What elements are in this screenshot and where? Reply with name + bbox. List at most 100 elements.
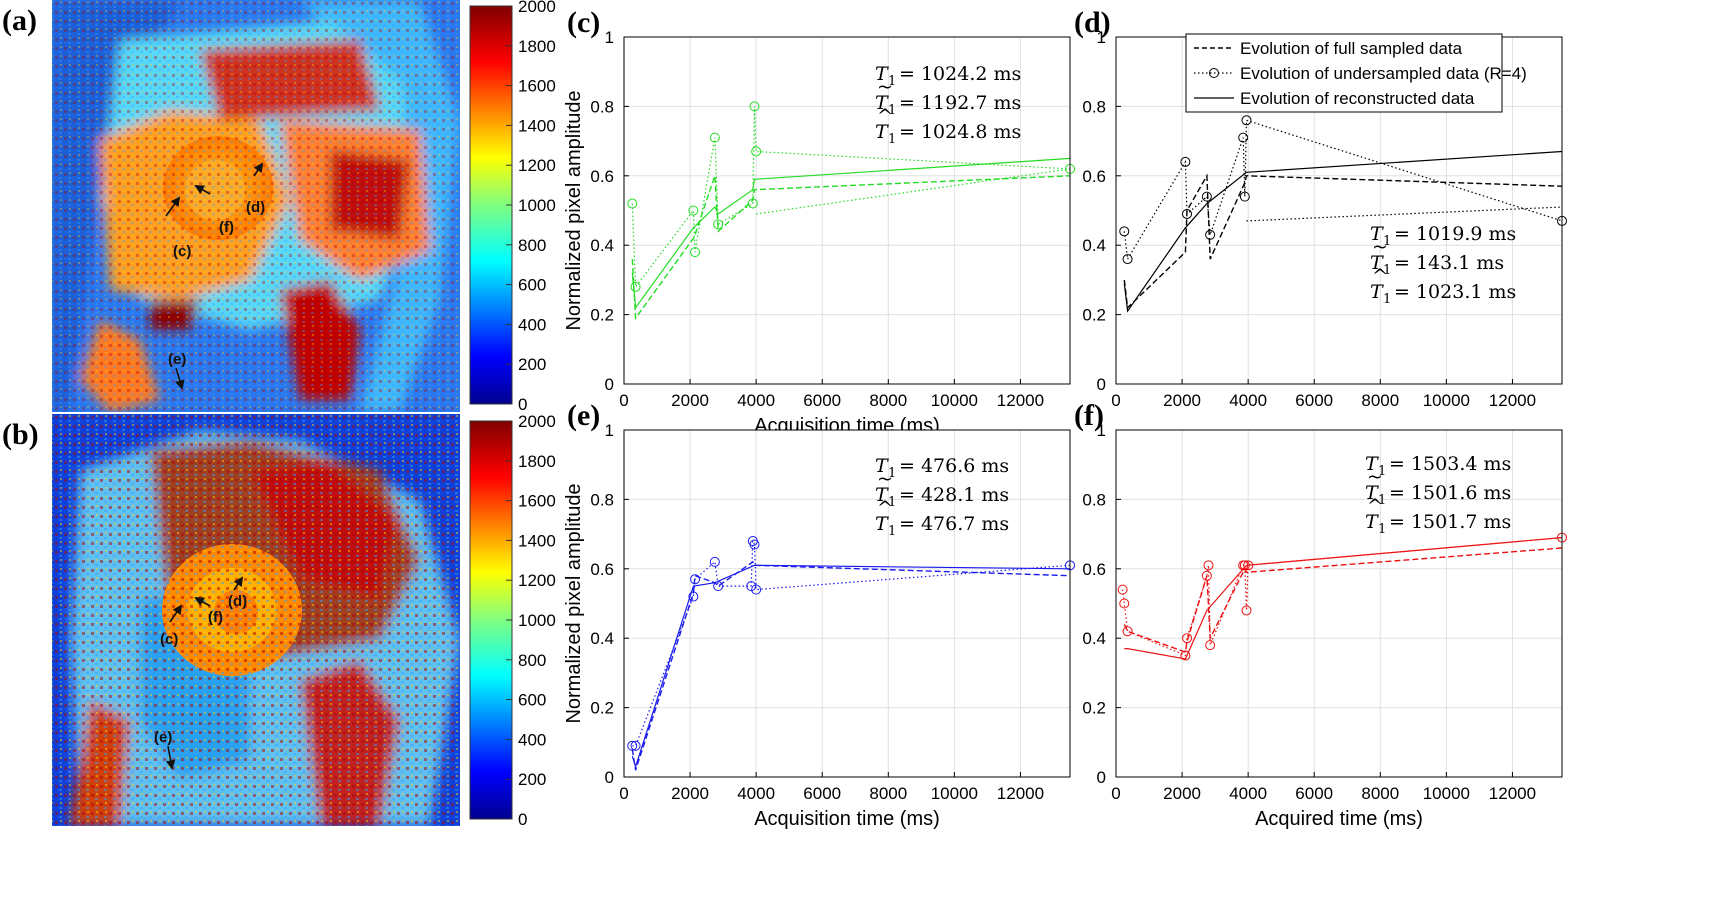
- annotation-subscript: 1: [1378, 464, 1386, 479]
- colorbar-tick-label: 1000: [518, 611, 556, 630]
- annotation-subscript: 1: [1383, 234, 1391, 249]
- colorbar-tick-label: 1200: [518, 571, 556, 590]
- y-tick-label: 0.6: [1082, 167, 1106, 186]
- y-tick-label: 0.4: [590, 629, 614, 648]
- series-under-point: [630, 281, 641, 292]
- x-tick-label: 4000: [1229, 391, 1267, 410]
- colorbar-tick-label: 400: [518, 730, 546, 749]
- series-under-point: [747, 198, 758, 209]
- x-tick-label: 10000: [931, 784, 978, 803]
- axes-frame: [623, 36, 1071, 385]
- series-under-point: [1201, 191, 1212, 202]
- series-under-point: [627, 740, 638, 751]
- map-b-label-c: (c): [160, 631, 178, 648]
- series-under-point: [1180, 156, 1191, 167]
- annotation-value: = 143.1 ms: [1394, 252, 1504, 274]
- annotation-subscript: 1: [888, 132, 896, 147]
- series-under-point: [1205, 229, 1216, 240]
- annotation-subscript: 1: [1383, 263, 1391, 278]
- series-under-point: [1203, 560, 1214, 571]
- y-tick-label: 0.8: [590, 97, 614, 116]
- legend-full-label: Evolution of full sampled data: [1240, 39, 1463, 58]
- axes-frame: [623, 429, 1071, 778]
- panel-letter: (c): [567, 6, 600, 39]
- x-tick-label: 10000: [1423, 784, 1470, 803]
- annotation-subscript: 1: [888, 103, 896, 118]
- series-under-line: [1123, 119, 1563, 261]
- map-b-label-e: (e): [154, 729, 172, 746]
- map-b-label-f: (f): [208, 609, 223, 626]
- x-tick-label: 4000: [737, 784, 775, 803]
- map-a-label-d: (d): [246, 199, 265, 216]
- annotation-t1-tilde: T: [1370, 252, 1384, 274]
- panel-letter: (d): [1074, 6, 1111, 39]
- y-tick-label: 1: [605, 28, 614, 47]
- x-tick-label: 4000: [1229, 784, 1267, 803]
- x-tick-label: 4000: [737, 391, 775, 410]
- series-under-point: [1117, 584, 1128, 595]
- y-tick-label: 0: [605, 768, 614, 787]
- series-under-point: [1205, 640, 1216, 651]
- x-tick-label: 10000: [1423, 391, 1470, 410]
- colorbar-tick-label: 600: [518, 276, 546, 295]
- series-under-line: [631, 106, 1071, 289]
- annotation-value: = 1019.9 ms: [1394, 223, 1516, 245]
- panel-letter-a: (a): [2, 4, 37, 37]
- annotation-subscript: 1: [888, 466, 896, 481]
- colorbar-tick-label: 0: [518, 810, 527, 829]
- annotation-t1-hat: T: [1370, 281, 1384, 303]
- y-tick-label: 0.4: [1082, 629, 1106, 648]
- map-a-label-c: (c): [173, 243, 191, 260]
- x-tick-label: 2000: [671, 784, 709, 803]
- series-under-point: [709, 556, 720, 567]
- annotation-t1-tilde: T: [875, 92, 889, 114]
- annotation-t1: T: [875, 63, 889, 85]
- annotation-t1-hat: T: [875, 121, 889, 143]
- x-tick-label: 12000: [997, 391, 1044, 410]
- x-tick-label: 6000: [1295, 784, 1333, 803]
- colorbar-tick-label: 800: [518, 236, 546, 255]
- x-tick-label: 0: [1111, 784, 1120, 803]
- series-under-point: [688, 591, 699, 602]
- x-tick-label: 12000: [1489, 784, 1536, 803]
- annotation-accent: ~: [877, 76, 893, 98]
- series-under-tail-line: [756, 168, 1071, 215]
- series-full-line: [1123, 173, 1563, 310]
- colorbar-tick-label: 1600: [518, 77, 556, 96]
- colorbar-tick-label: 200: [518, 770, 546, 789]
- colorbar-tick-label: 1800: [518, 452, 556, 471]
- annotation-subscript: 1: [1378, 522, 1386, 537]
- series-full-line: [1123, 547, 1563, 654]
- annotation-accent: ~: [1367, 466, 1383, 488]
- annotation-value: = 1023.1 ms: [1394, 281, 1516, 303]
- y-tick-label: 0: [605, 375, 614, 394]
- colorbar-tick-label: 0: [518, 395, 527, 414]
- colorbar-tick-label: 1600: [518, 492, 556, 511]
- annotation-t1-hat: T: [875, 513, 889, 535]
- x-axis-label: Acquisition time (ms): [754, 808, 940, 830]
- x-tick-label: 6000: [803, 391, 841, 410]
- panel-letter-b: (b): [2, 418, 39, 451]
- series-under-point: [1119, 226, 1130, 237]
- y-tick-label: 0.8: [1082, 490, 1106, 509]
- series-under-point: [713, 219, 724, 230]
- series-recon-line: [1123, 150, 1563, 313]
- annotation-t1: T: [1370, 223, 1384, 245]
- series-under-point: [627, 198, 638, 209]
- plot-area: [624, 37, 1070, 384]
- axes-frame: [1115, 429, 1563, 778]
- series-under-point: [1182, 208, 1193, 219]
- legend-recon-label: Evolution of reconstructed data: [1240, 89, 1475, 108]
- y-tick-label: 0.2: [1082, 306, 1106, 325]
- y-tick-label: 1: [1097, 28, 1106, 47]
- y-tick-label: 1: [1097, 421, 1106, 440]
- series-under-point: [1239, 191, 1250, 202]
- annotation-accent: ^: [1367, 495, 1383, 517]
- colorbar-tick-label: 1400: [518, 531, 556, 550]
- t1-map-b: [52, 414, 460, 826]
- y-tick-label: 0: [1097, 375, 1106, 394]
- y-tick-label: 1: [605, 421, 614, 440]
- chart-f: 0 2000 4000 6000 8000 10000 12000 0 0.2 0.4 0.6 0.8…: [1074, 399, 1567, 830]
- y-tick-label: 0.6: [1082, 560, 1106, 579]
